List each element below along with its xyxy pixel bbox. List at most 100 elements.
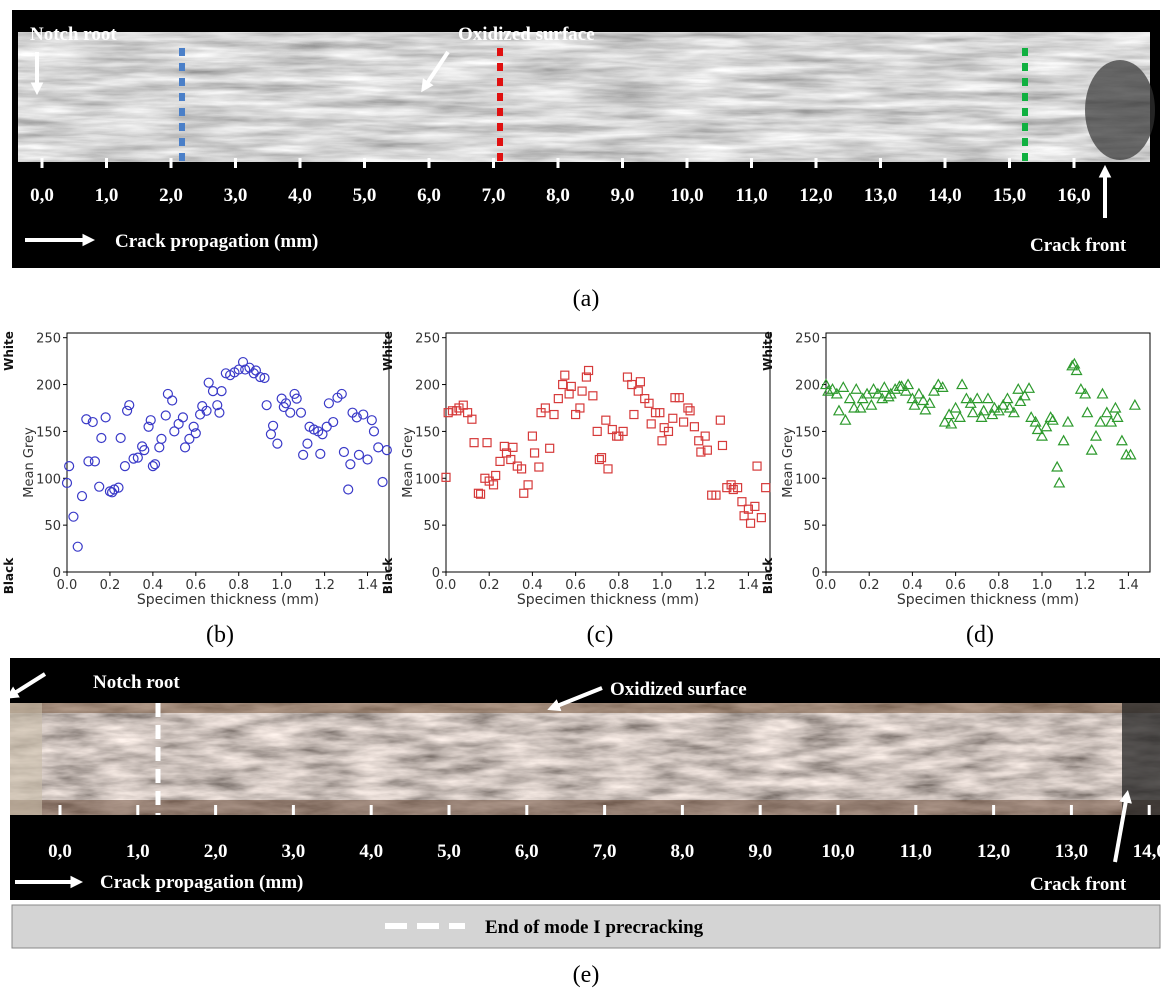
point [482,438,492,448]
x-tick-label: 1.0 [1032,578,1053,593]
point [315,448,326,460]
point [992,404,1005,416]
point [1023,382,1036,393]
point [1124,448,1137,460]
point [560,370,570,380]
x-tick-label: 0.0 [436,578,457,593]
point [280,398,292,409]
scale-label: 14,0 [928,185,961,206]
point [594,454,604,465]
x-tick-label: 1.4 [1118,578,1139,593]
point [960,392,973,404]
point [953,411,966,422]
point [583,365,594,376]
point [381,445,392,456]
point [865,398,878,410]
point [291,393,302,404]
arrow [5,672,47,699]
point [508,442,518,452]
scale-label: 2,0 [159,185,183,206]
point [1053,476,1066,488]
point [76,490,88,502]
point [177,412,189,423]
point [663,426,674,437]
scale-label: 4,0 [359,841,383,862]
y-tick-label: 200 [415,379,440,394]
y-tick-label: 200 [795,379,820,394]
point [975,411,988,422]
point [179,442,191,453]
point [997,398,1010,410]
point [1003,401,1016,413]
point [603,464,613,474]
point [837,381,850,392]
point [592,426,602,437]
point [981,392,995,404]
point [899,384,912,396]
point [452,406,462,416]
point [577,386,587,396]
legend-box [11,904,1161,949]
point [832,404,845,416]
label: Oxidized surface [610,679,747,700]
y-axis-label: Mean Grey [401,427,416,498]
arrow [1113,789,1132,863]
point [756,513,766,523]
point [139,445,150,456]
point [160,410,171,421]
x-tick-label: 0.0 [57,578,78,593]
point [674,393,684,403]
point [1111,411,1124,422]
point [717,440,728,451]
point [917,394,930,406]
x-tick-label: 1.4 [357,578,378,593]
point [646,419,656,429]
point [506,454,516,465]
scale-label: 0,0 [30,185,54,206]
crack-front-region [1085,60,1155,160]
scale-label: 3,0 [224,185,248,206]
scale-label: 10,0 [670,185,703,206]
x-tick-label: 0.6 [945,578,966,593]
panel-e: Notch root Oxidized surface Crack front … [5,658,1166,988]
x-tick-label: 0.8 [608,578,629,593]
point [534,462,544,472]
point [945,417,958,429]
scale-label: 7,0 [593,841,617,862]
scale-label: 6,0 [417,185,441,206]
chart: 0 50 100 150 200 250 0.0 0.2 0.4 0.6 0.8 1.0 1.2 1.4 S… [2,331,392,648]
point [657,436,667,446]
point [689,422,700,432]
scale-label: 15,0 [993,185,1026,206]
point [516,464,527,474]
point [1085,443,1098,455]
point [878,381,891,392]
point [932,378,945,390]
point [188,421,199,432]
point [267,420,279,431]
point [328,416,339,428]
scale-label: 3,0 [282,841,306,862]
point [1051,460,1064,472]
scale-label: 14,0 [1133,841,1166,862]
point [694,436,704,446]
y-axis-bottom-label: Black [2,557,16,594]
point [1035,429,1049,441]
point [441,472,451,482]
point [732,483,743,493]
x-axis-label: Specimen thickness (mm) [517,592,699,608]
y-axis-top-label: White [2,331,16,371]
point [259,372,270,384]
y-tick-label: 0 [812,566,820,581]
point [184,433,195,445]
point [100,412,111,423]
x-tick-label: 1.0 [271,578,292,593]
point [822,384,835,396]
y-tick-label: 50 [803,519,820,534]
point [1046,413,1059,425]
y-tick-label: 50 [423,519,440,534]
point [119,460,131,472]
scale-label: 13,0 [864,185,897,206]
point [1031,423,1044,435]
point [83,456,94,467]
